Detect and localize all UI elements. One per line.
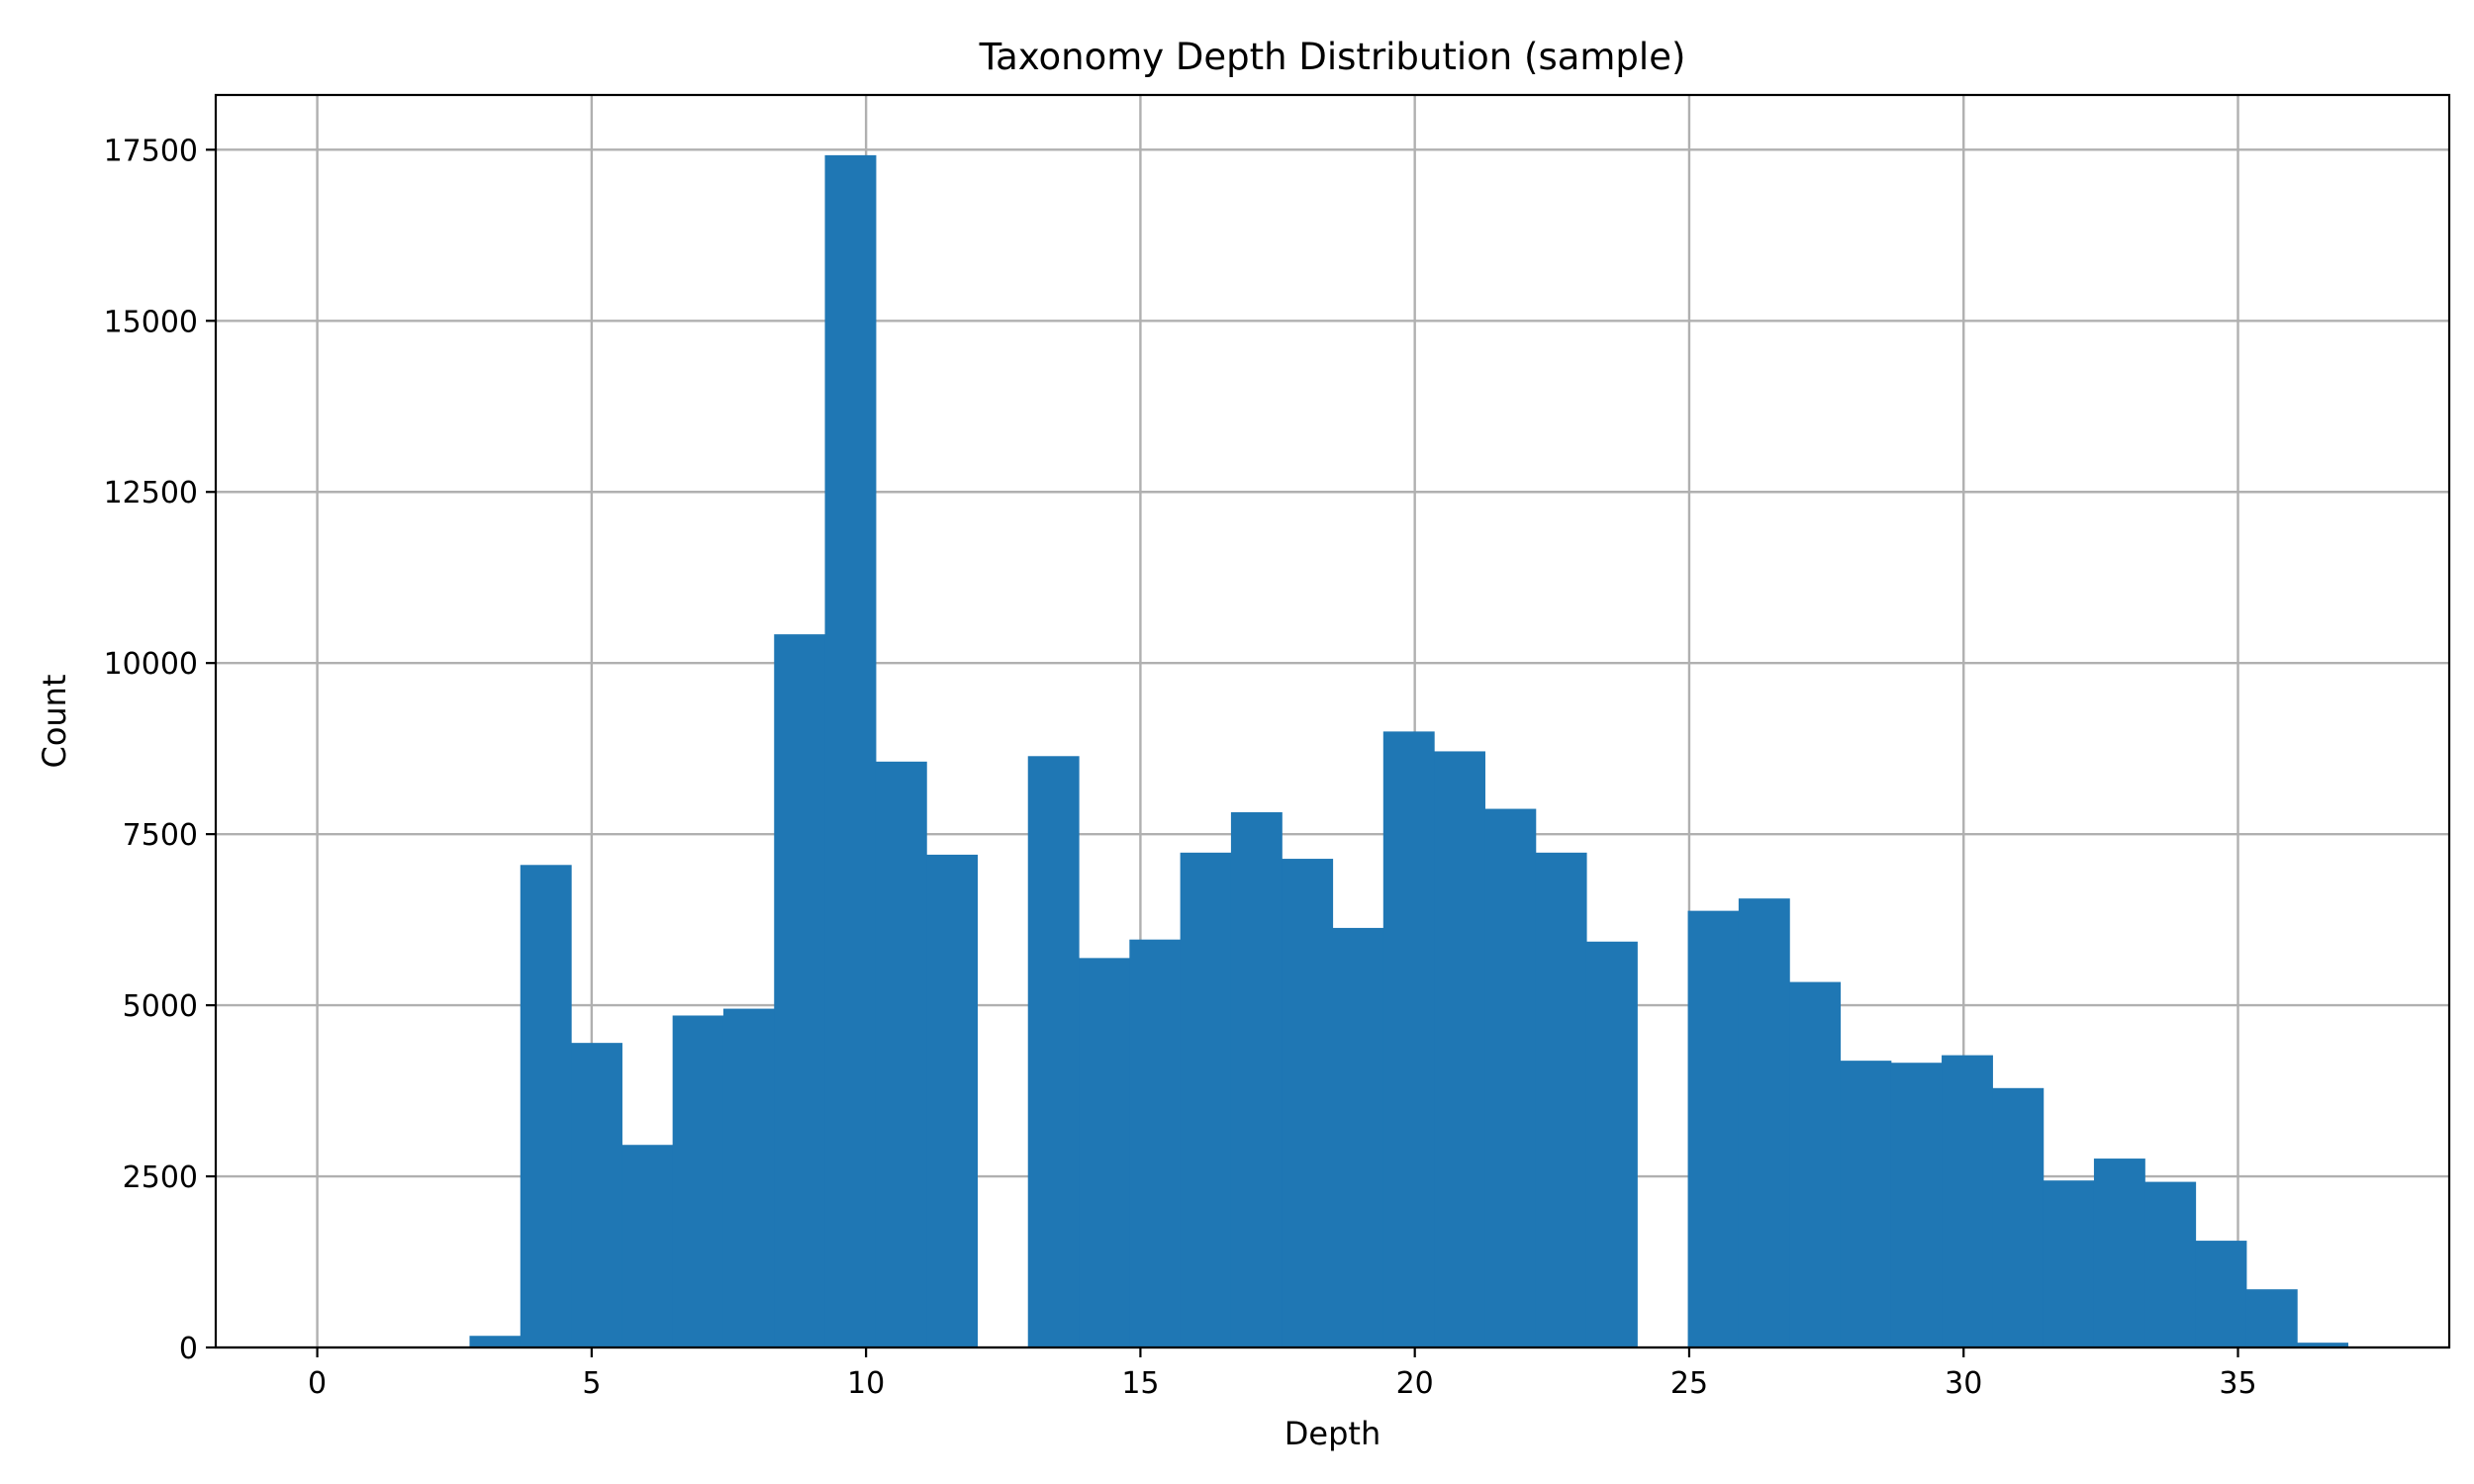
histogram-bar	[1738, 898, 1790, 1347]
histogram-bar	[2093, 1159, 2145, 1347]
x-tick-label: 10	[847, 1366, 885, 1401]
y-tick-label: 10000	[104, 647, 198, 682]
x-axis-ticks: 0 5 10 15 20 25 30 35	[308, 1347, 2257, 1401]
y-tick-label: 15000	[104, 305, 198, 339]
histogram-bar	[1129, 939, 1182, 1347]
histogram-bar	[1382, 731, 1435, 1347]
y-tick-label: 5000	[123, 989, 198, 1024]
y-axis-label: Count	[36, 674, 73, 768]
y-tick-label: 12500	[104, 476, 198, 510]
y-axis-ticks: 0 2500 5000 7500 10000 12500 15000 17500	[104, 134, 216, 1366]
histogram-bar	[1992, 1087, 2045, 1347]
histogram-bar	[571, 1043, 622, 1347]
histogram-bar	[1840, 1061, 1892, 1347]
histogram-bars	[469, 154, 2349, 1348]
x-axis-label: Depth	[1285, 1415, 1380, 1452]
histogram-bar	[1282, 859, 1334, 1347]
histogram-bar	[1079, 958, 1130, 1347]
x-tick-label: 25	[1670, 1366, 1708, 1401]
histogram-bar	[722, 1008, 775, 1347]
x-tick-label: 30	[1945, 1366, 1982, 1401]
chart-title: Taxonomy Depth Distribution (sample)	[979, 36, 1686, 78]
histogram-bar	[1230, 812, 1283, 1347]
histogram-bar	[2195, 1241, 2247, 1347]
histogram-bar	[520, 865, 572, 1347]
histogram-bar	[1484, 808, 1537, 1347]
histogram-bar	[1789, 981, 1842, 1347]
histogram-bar	[2245, 1289, 2298, 1347]
histogram-bar	[469, 1336, 522, 1347]
y-tick-label: 7500	[123, 818, 198, 853]
histogram-bar	[1890, 1063, 1943, 1347]
histogram-bar	[774, 634, 826, 1347]
histogram-bar	[621, 1145, 674, 1347]
y-tick-label: 2500	[123, 1160, 198, 1195]
x-tick-label: 35	[2219, 1366, 2256, 1401]
histogram-bar	[1434, 751, 1485, 1347]
histogram-bar	[1687, 910, 1740, 1347]
histogram-bar	[1585, 941, 1638, 1347]
x-tick-label: 20	[1396, 1366, 1434, 1401]
histogram-bar	[1332, 927, 1384, 1347]
histogram-bar	[1535, 852, 1587, 1347]
axes-frame	[214, 93, 2451, 1349]
histogram-bar	[672, 1015, 724, 1347]
histogram-bar	[1180, 852, 1232, 1347]
y-tick-label: 0	[179, 1332, 198, 1366]
x-tick-label: 0	[308, 1366, 327, 1401]
histogram-bar	[1027, 756, 1080, 1347]
x-tick-label: 15	[1121, 1366, 1159, 1401]
y-tick-label: 17500	[104, 134, 198, 168]
histogram-bar	[2144, 1181, 2197, 1347]
x-tick-label: 5	[582, 1366, 601, 1401]
histogram-bar	[926, 854, 979, 1347]
histogram-bar	[824, 154, 877, 1348]
histogram-bar	[1942, 1055, 1993, 1347]
histogram-bar	[875, 761, 927, 1347]
histogram-bar	[2043, 1180, 2095, 1347]
histogram-bar	[2297, 1343, 2349, 1347]
